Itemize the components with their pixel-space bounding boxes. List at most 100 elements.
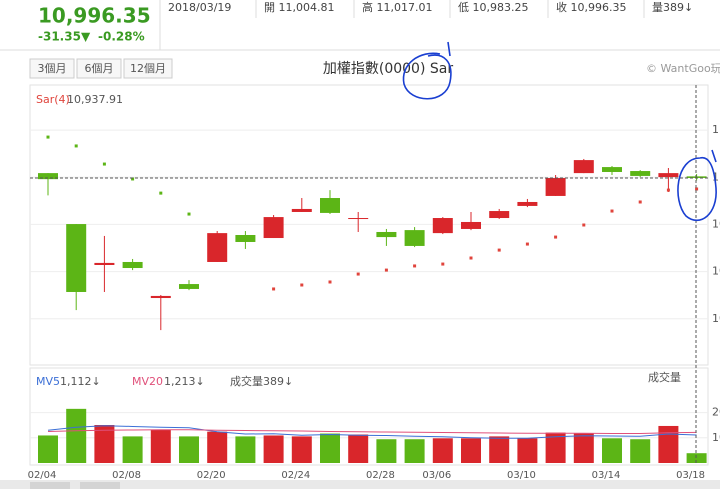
close: 收 10,996.35 bbox=[556, 0, 626, 14]
scroll-strip bbox=[0, 480, 720, 489]
watermark: © WantGoo玩 bbox=[646, 62, 720, 75]
volume-bar bbox=[461, 438, 481, 463]
range-button[interactable] bbox=[76, 58, 122, 79]
sar-dot bbox=[497, 248, 501, 252]
price-panel bbox=[29, 84, 709, 366]
hand-circle bbox=[677, 149, 717, 222]
candle-body bbox=[94, 262, 115, 265]
sar-dot bbox=[46, 135, 50, 139]
candle-body bbox=[66, 224, 87, 292]
change-pct: -0.28% bbox=[98, 30, 145, 44]
hand-circle bbox=[402, 41, 452, 100]
volume-bar bbox=[66, 408, 87, 463]
volume-bar bbox=[150, 429, 171, 463]
chart-title: 加權指數(0000) Sar bbox=[323, 61, 453, 77]
volume-bar bbox=[517, 438, 538, 463]
scroll-tab bbox=[30, 482, 70, 489]
candle-body bbox=[489, 211, 510, 219]
high: 高 11,017.01 bbox=[362, 0, 432, 14]
mv20-legend: MV20 bbox=[132, 375, 163, 388]
x-tick-label: 02/28 bbox=[366, 470, 395, 481]
range-button[interactable] bbox=[29, 58, 75, 79]
sar-legend: Sar(4) bbox=[36, 93, 70, 106]
sar-dot bbox=[102, 162, 106, 166]
range-button-label[interactable]: 6個月 bbox=[85, 62, 114, 75]
volume-bar bbox=[291, 436, 312, 463]
price: 10,996.35 bbox=[38, 4, 151, 28]
x-tick-label: 03/18 bbox=[676, 470, 705, 481]
candle-body bbox=[122, 261, 143, 269]
low: 低 10,983.25 bbox=[458, 1, 528, 14]
header-bg bbox=[0, 0, 720, 50]
sar-dot bbox=[187, 212, 191, 216]
volume-bar bbox=[630, 439, 651, 463]
sar-dot bbox=[300, 283, 304, 287]
candle-body bbox=[179, 284, 199, 289]
volume-bar bbox=[348, 434, 369, 463]
y-tick-label: 11,000 bbox=[712, 170, 720, 183]
volume-bar bbox=[122, 436, 143, 463]
y-tick-label: 10,500 bbox=[712, 265, 720, 278]
x-tick-label: 03/10 bbox=[507, 470, 536, 481]
mv20-value: 1,213↓ bbox=[164, 375, 205, 388]
sar-value: 10,937.91 bbox=[67, 93, 123, 106]
change: -31.35▼ bbox=[38, 30, 91, 44]
sar-dot bbox=[582, 223, 586, 227]
scroll-tab bbox=[80, 482, 120, 489]
volume-bar bbox=[94, 425, 115, 463]
candle-body bbox=[207, 233, 228, 262]
sar-dot bbox=[159, 191, 163, 195]
sar-dot bbox=[610, 209, 614, 213]
mv20-line bbox=[47, 429, 697, 435]
sar-dot bbox=[554, 235, 558, 239]
candle-body bbox=[235, 235, 256, 242]
candle-body bbox=[320, 198, 340, 213]
candle-body bbox=[291, 208, 312, 212]
volume-bar bbox=[602, 438, 622, 463]
sar-dot bbox=[413, 264, 417, 268]
sar-dot bbox=[272, 287, 276, 291]
range-button[interactable] bbox=[123, 58, 173, 79]
candle-body bbox=[573, 160, 594, 174]
x-tick-label: 03/14 bbox=[592, 470, 621, 481]
volume-bar bbox=[573, 433, 594, 463]
mv5-line bbox=[47, 425, 697, 439]
mv5-value: 1,112↓ bbox=[60, 375, 101, 388]
volume-bar bbox=[658, 425, 679, 463]
candle-body bbox=[38, 173, 58, 180]
y-tick-label: 10,250 bbox=[712, 312, 720, 325]
x-tick-label: 02/08 bbox=[112, 470, 141, 481]
date: 2018/03/19 bbox=[168, 1, 231, 14]
sar-dot bbox=[328, 280, 332, 284]
x-tick-label: 02/20 bbox=[197, 470, 226, 481]
candle-body bbox=[545, 178, 566, 196]
volume-bar bbox=[686, 453, 707, 463]
y-tick-label: 2000 bbox=[712, 406, 720, 419]
candle-body bbox=[263, 217, 284, 239]
volume-bar bbox=[489, 436, 510, 463]
volume-bar bbox=[320, 433, 340, 463]
candle-body bbox=[630, 171, 651, 176]
sar-dot bbox=[666, 188, 670, 192]
sar-dot bbox=[356, 272, 360, 276]
mv5-legend: MV5 bbox=[36, 375, 60, 388]
y-tick-label: 11,250 bbox=[712, 123, 720, 136]
sar-dot bbox=[131, 177, 135, 181]
candle-body bbox=[686, 176, 707, 178]
range-button-label[interactable]: 3個月 bbox=[38, 62, 67, 75]
candle-body bbox=[404, 230, 425, 246]
open: 開 11,004.81 bbox=[264, 1, 334, 14]
sar-dot bbox=[525, 242, 529, 246]
range-button-label[interactable]: 12個月 bbox=[130, 62, 166, 75]
sar-dot bbox=[638, 200, 642, 204]
y-tick-label: 10,750 bbox=[712, 217, 720, 230]
candle-body bbox=[517, 201, 538, 206]
volume-bar bbox=[432, 438, 453, 463]
sar-dot bbox=[74, 144, 78, 148]
x-tick-label: 03/06 bbox=[422, 470, 451, 481]
volume-bar bbox=[207, 431, 228, 463]
volume-bar bbox=[263, 435, 284, 463]
candle-body bbox=[348, 218, 369, 220]
